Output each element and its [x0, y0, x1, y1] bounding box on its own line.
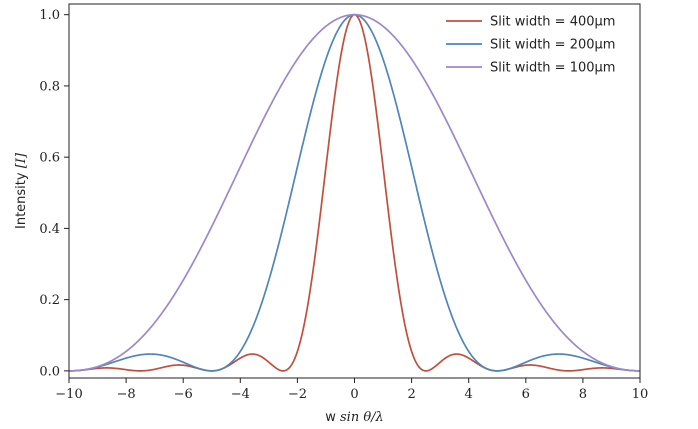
x-axis-label: w sin θ/λ [325, 410, 384, 425]
x-tick-label: −6 [174, 387, 193, 402]
x-tick-label: 10 [632, 387, 649, 402]
plot-background [69, 4, 640, 378]
x-tick-label: −8 [117, 387, 136, 402]
y-axis-label: Intensity [I] [14, 152, 29, 229]
x-tick-label: −2 [288, 387, 307, 402]
plot-area [69, 4, 640, 378]
x-tick-label: 6 [522, 387, 530, 402]
legend: Slit width = 400μm Slit width = 200μm Slit… [446, 15, 615, 76]
y-tick-label: 0.2 [39, 293, 60, 308]
y-tick-label: 0.8 [39, 79, 60, 94]
x-tick-label: 0 [350, 387, 358, 402]
x-tick-label: −10 [55, 387, 82, 402]
y-tick-label: 1.0 [39, 8, 60, 23]
y-tick-label: 0.4 [39, 222, 60, 237]
x-tick-label: 8 [579, 387, 587, 402]
x-tick-label: 2 [407, 387, 415, 402]
x-tick-label: 4 [465, 387, 473, 402]
y-tick-label: 0.6 [39, 151, 60, 166]
legend-label-1: Slit width = 400μm [490, 15, 615, 30]
legend-label-2: Slit width = 200μm [490, 38, 615, 53]
series-line-3 [69, 13, 640, 372]
y-tick-label: 0.0 [39, 364, 60, 379]
series-lines [69, 13, 640, 372]
axes: −10 −8 −6 −4 −2 0 2 4 6 8 10 0.0 0.2 0.4 0.6 0.8 1.0 w si… [14, 3, 649, 425]
legend-label-3: Slit width = 100μm [490, 61, 615, 76]
x-tick-label: −4 [231, 387, 250, 402]
